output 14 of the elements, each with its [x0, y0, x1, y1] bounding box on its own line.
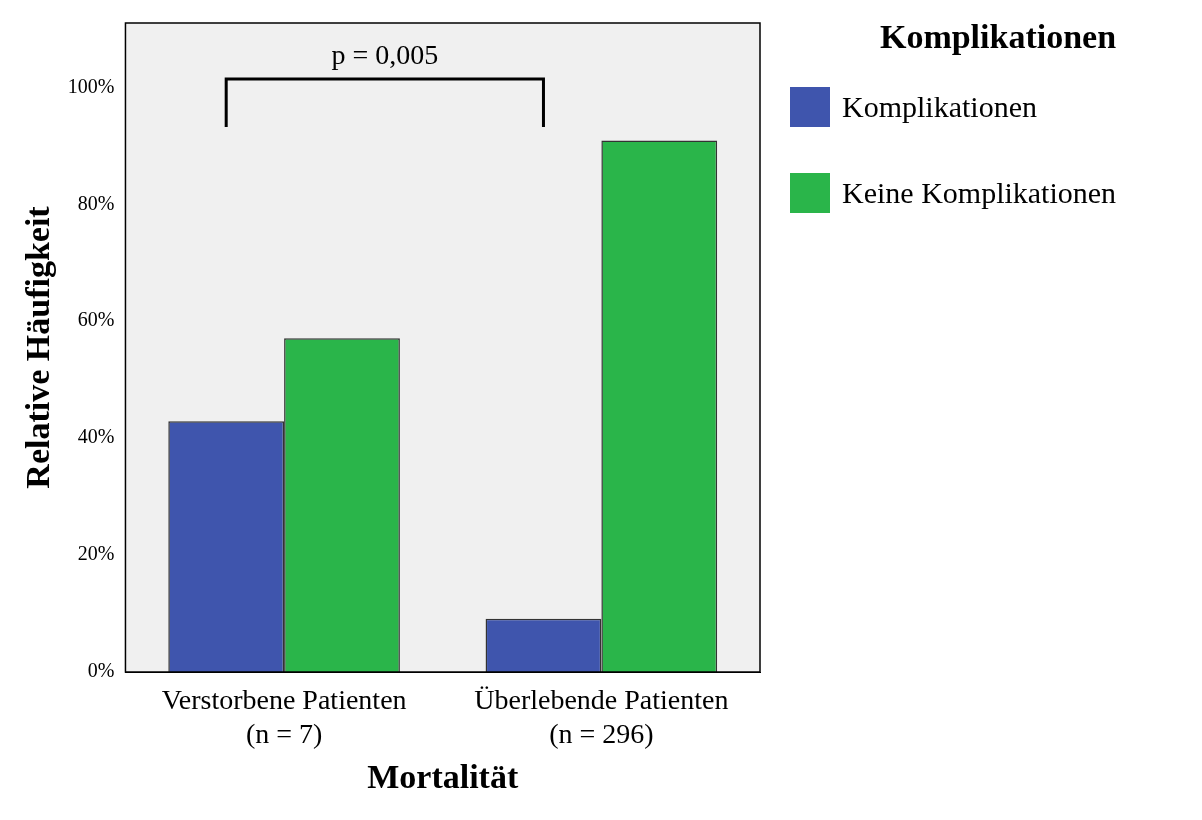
legend-title: Komplikationen: [878, 18, 1117, 56]
y-tick-label: 80%: [77, 191, 115, 214]
x-tick-label: Verstorbene Patienten (n = 7): [161, 684, 407, 749]
y-tick-label: 40%: [77, 425, 115, 448]
y-tick-label: 20%: [77, 542, 115, 565]
annotation: p = 0,005: [331, 39, 439, 71]
x-tick-label: Überlebende Patienten (n = 296): [474, 684, 729, 749]
y-axis-title: Relative Häufigkeit: [19, 205, 57, 489]
y-tick-label: 60%: [77, 308, 115, 331]
legend-label: Komplikationen: [842, 90, 1037, 124]
legend-label: Keine Komplikationen: [842, 176, 1117, 210]
y-tick-label: 0%: [87, 659, 115, 682]
y-tick-label: 100%: [67, 74, 115, 97]
x-axis-title: Mortalität: [367, 758, 519, 796]
